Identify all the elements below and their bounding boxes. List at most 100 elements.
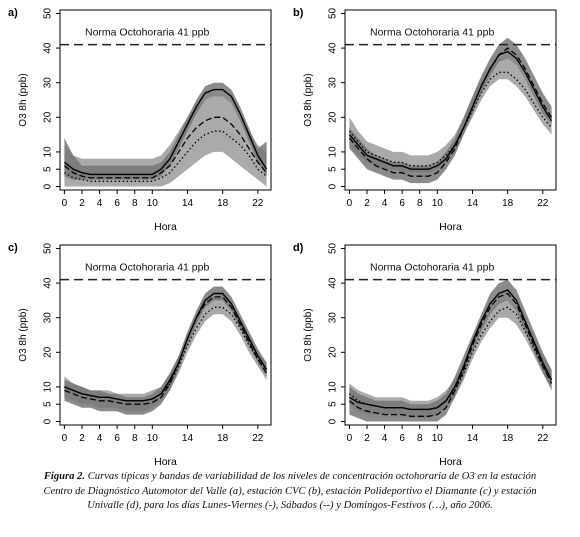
y-axis-title: O3 8h (ppb) bbox=[18, 73, 29, 126]
y-tick-label: 40 bbox=[43, 42, 54, 54]
x-tick-label: 6 bbox=[114, 198, 120, 209]
x-axis-title: Hora bbox=[154, 456, 177, 468]
x-tick-label: 0 bbox=[347, 433, 353, 444]
x-axis-title: Hora bbox=[439, 221, 462, 233]
x-tick-label: 8 bbox=[417, 433, 423, 444]
x-tick-label: 22 bbox=[537, 433, 549, 444]
x-tick-label: 18 bbox=[217, 198, 229, 209]
y-tick-label: 0 bbox=[328, 183, 339, 189]
plot-frame bbox=[344, 9, 557, 191]
y-tick-label: 5 bbox=[43, 166, 54, 172]
x-tick-label: 10 bbox=[432, 198, 444, 209]
y-tick-label: 50 bbox=[43, 242, 54, 254]
reference-label: Norma Octohoraria 41 ppb bbox=[370, 27, 494, 39]
y-tick-label: 30 bbox=[328, 77, 339, 89]
reference-label: Norma Octohoraria 41 ppb bbox=[85, 27, 209, 39]
x-tick-label: 8 bbox=[132, 433, 138, 444]
plot-frame bbox=[344, 244, 557, 426]
y-tick-label: 20 bbox=[43, 346, 54, 358]
x-tick-label: 2 bbox=[79, 198, 85, 209]
caption-text: Curvas típicas y bandas de variabilidad … bbox=[43, 471, 537, 511]
y-tick-label: 30 bbox=[43, 312, 54, 324]
y-tick-label: 20 bbox=[43, 111, 54, 123]
y-tick-label: 20 bbox=[328, 111, 339, 123]
x-tick-label: 4 bbox=[382, 198, 388, 209]
x-tick-label: 18 bbox=[502, 198, 514, 209]
x-tick-label: 10 bbox=[147, 433, 159, 444]
variability-band-2 bbox=[64, 82, 267, 180]
y-tick-label: 40 bbox=[328, 42, 339, 54]
x-tick-label: 14 bbox=[467, 433, 479, 444]
x-tick-label: 4 bbox=[97, 198, 103, 209]
x-tick-label: 10 bbox=[147, 198, 159, 209]
variability-band-2 bbox=[64, 286, 267, 415]
y-tick-label: 10 bbox=[43, 146, 54, 158]
y-tick-label: 10 bbox=[328, 146, 339, 158]
x-tick-label: 2 bbox=[364, 433, 370, 444]
y-tick-label: 5 bbox=[328, 166, 339, 172]
x-tick-label: 6 bbox=[114, 433, 120, 444]
plot-frame bbox=[59, 244, 272, 426]
x-tick-label: 14 bbox=[467, 198, 479, 209]
series-line-solid bbox=[64, 292, 268, 402]
reference-label: Norma Octohoraria 41 ppb bbox=[85, 262, 209, 274]
series-line-dotted bbox=[348, 306, 553, 411]
caption-lead: Figura 2. bbox=[43, 471, 86, 482]
x-tick-label: 2 bbox=[364, 198, 370, 209]
x-tick-label: 0 bbox=[62, 433, 68, 444]
panel-label: a) bbox=[8, 7, 18, 19]
y-axis-title: O3 8h (ppb) bbox=[303, 73, 314, 126]
plot-frame bbox=[59, 9, 272, 191]
y-tick-label: 5 bbox=[43, 401, 54, 407]
y-tick-label: 10 bbox=[328, 381, 339, 393]
x-axis-title: Hora bbox=[154, 221, 177, 233]
x-tick-label: 14 bbox=[182, 198, 194, 209]
x-tick-label: 4 bbox=[382, 433, 388, 444]
y-axis-title: O3 8h (ppb) bbox=[18, 308, 29, 361]
x-tick-label: 4 bbox=[97, 433, 103, 444]
y-tick-label: 10 bbox=[43, 381, 54, 393]
x-axis-title: Hora bbox=[439, 456, 462, 468]
y-tick-label: 30 bbox=[43, 77, 54, 89]
series-line-dotted bbox=[64, 130, 268, 182]
x-tick-label: 10 bbox=[432, 433, 444, 444]
x-tick-label: 0 bbox=[347, 198, 353, 209]
y-tick-label: 5 bbox=[328, 401, 339, 407]
series-line-dashed bbox=[63, 116, 268, 179]
y-tick-label: 40 bbox=[43, 277, 54, 289]
series-line-dashed bbox=[64, 296, 268, 405]
x-tick-label: 6 bbox=[399, 198, 405, 209]
series-line-solid bbox=[63, 88, 268, 176]
variability-band-1 bbox=[64, 96, 267, 187]
y-axis-title: O3 8h (ppb) bbox=[303, 308, 314, 361]
y-tick-label: 20 bbox=[328, 346, 339, 358]
variability-band-2 bbox=[349, 37, 552, 184]
y-tick-label: 0 bbox=[43, 183, 54, 189]
y-tick-label: 50 bbox=[328, 7, 339, 19]
x-tick-label: 18 bbox=[502, 433, 514, 444]
x-tick-label: 22 bbox=[252, 198, 264, 209]
reference-label: Norma Octohoraria 41 ppb bbox=[370, 262, 494, 274]
x-tick-label: 22 bbox=[252, 433, 264, 444]
x-tick-label: 0 bbox=[62, 198, 68, 209]
x-tick-label: 22 bbox=[537, 198, 549, 209]
x-tick-label: 18 bbox=[217, 433, 229, 444]
y-tick-label: 40 bbox=[328, 277, 339, 289]
x-tick-label: 2 bbox=[79, 433, 85, 444]
y-tick-label: 0 bbox=[43, 418, 54, 424]
x-tick-label: 8 bbox=[132, 198, 138, 209]
y-tick-label: 30 bbox=[328, 312, 339, 324]
series-line-dashed bbox=[348, 292, 553, 417]
panel-label: c) bbox=[8, 242, 18, 254]
series-line-dashed bbox=[348, 47, 553, 177]
series-line-solid bbox=[348, 50, 553, 170]
panel-label: d) bbox=[293, 242, 304, 254]
y-tick-label: 0 bbox=[328, 418, 339, 424]
x-tick-label: 6 bbox=[399, 433, 405, 444]
y-tick-label: 50 bbox=[328, 242, 339, 254]
